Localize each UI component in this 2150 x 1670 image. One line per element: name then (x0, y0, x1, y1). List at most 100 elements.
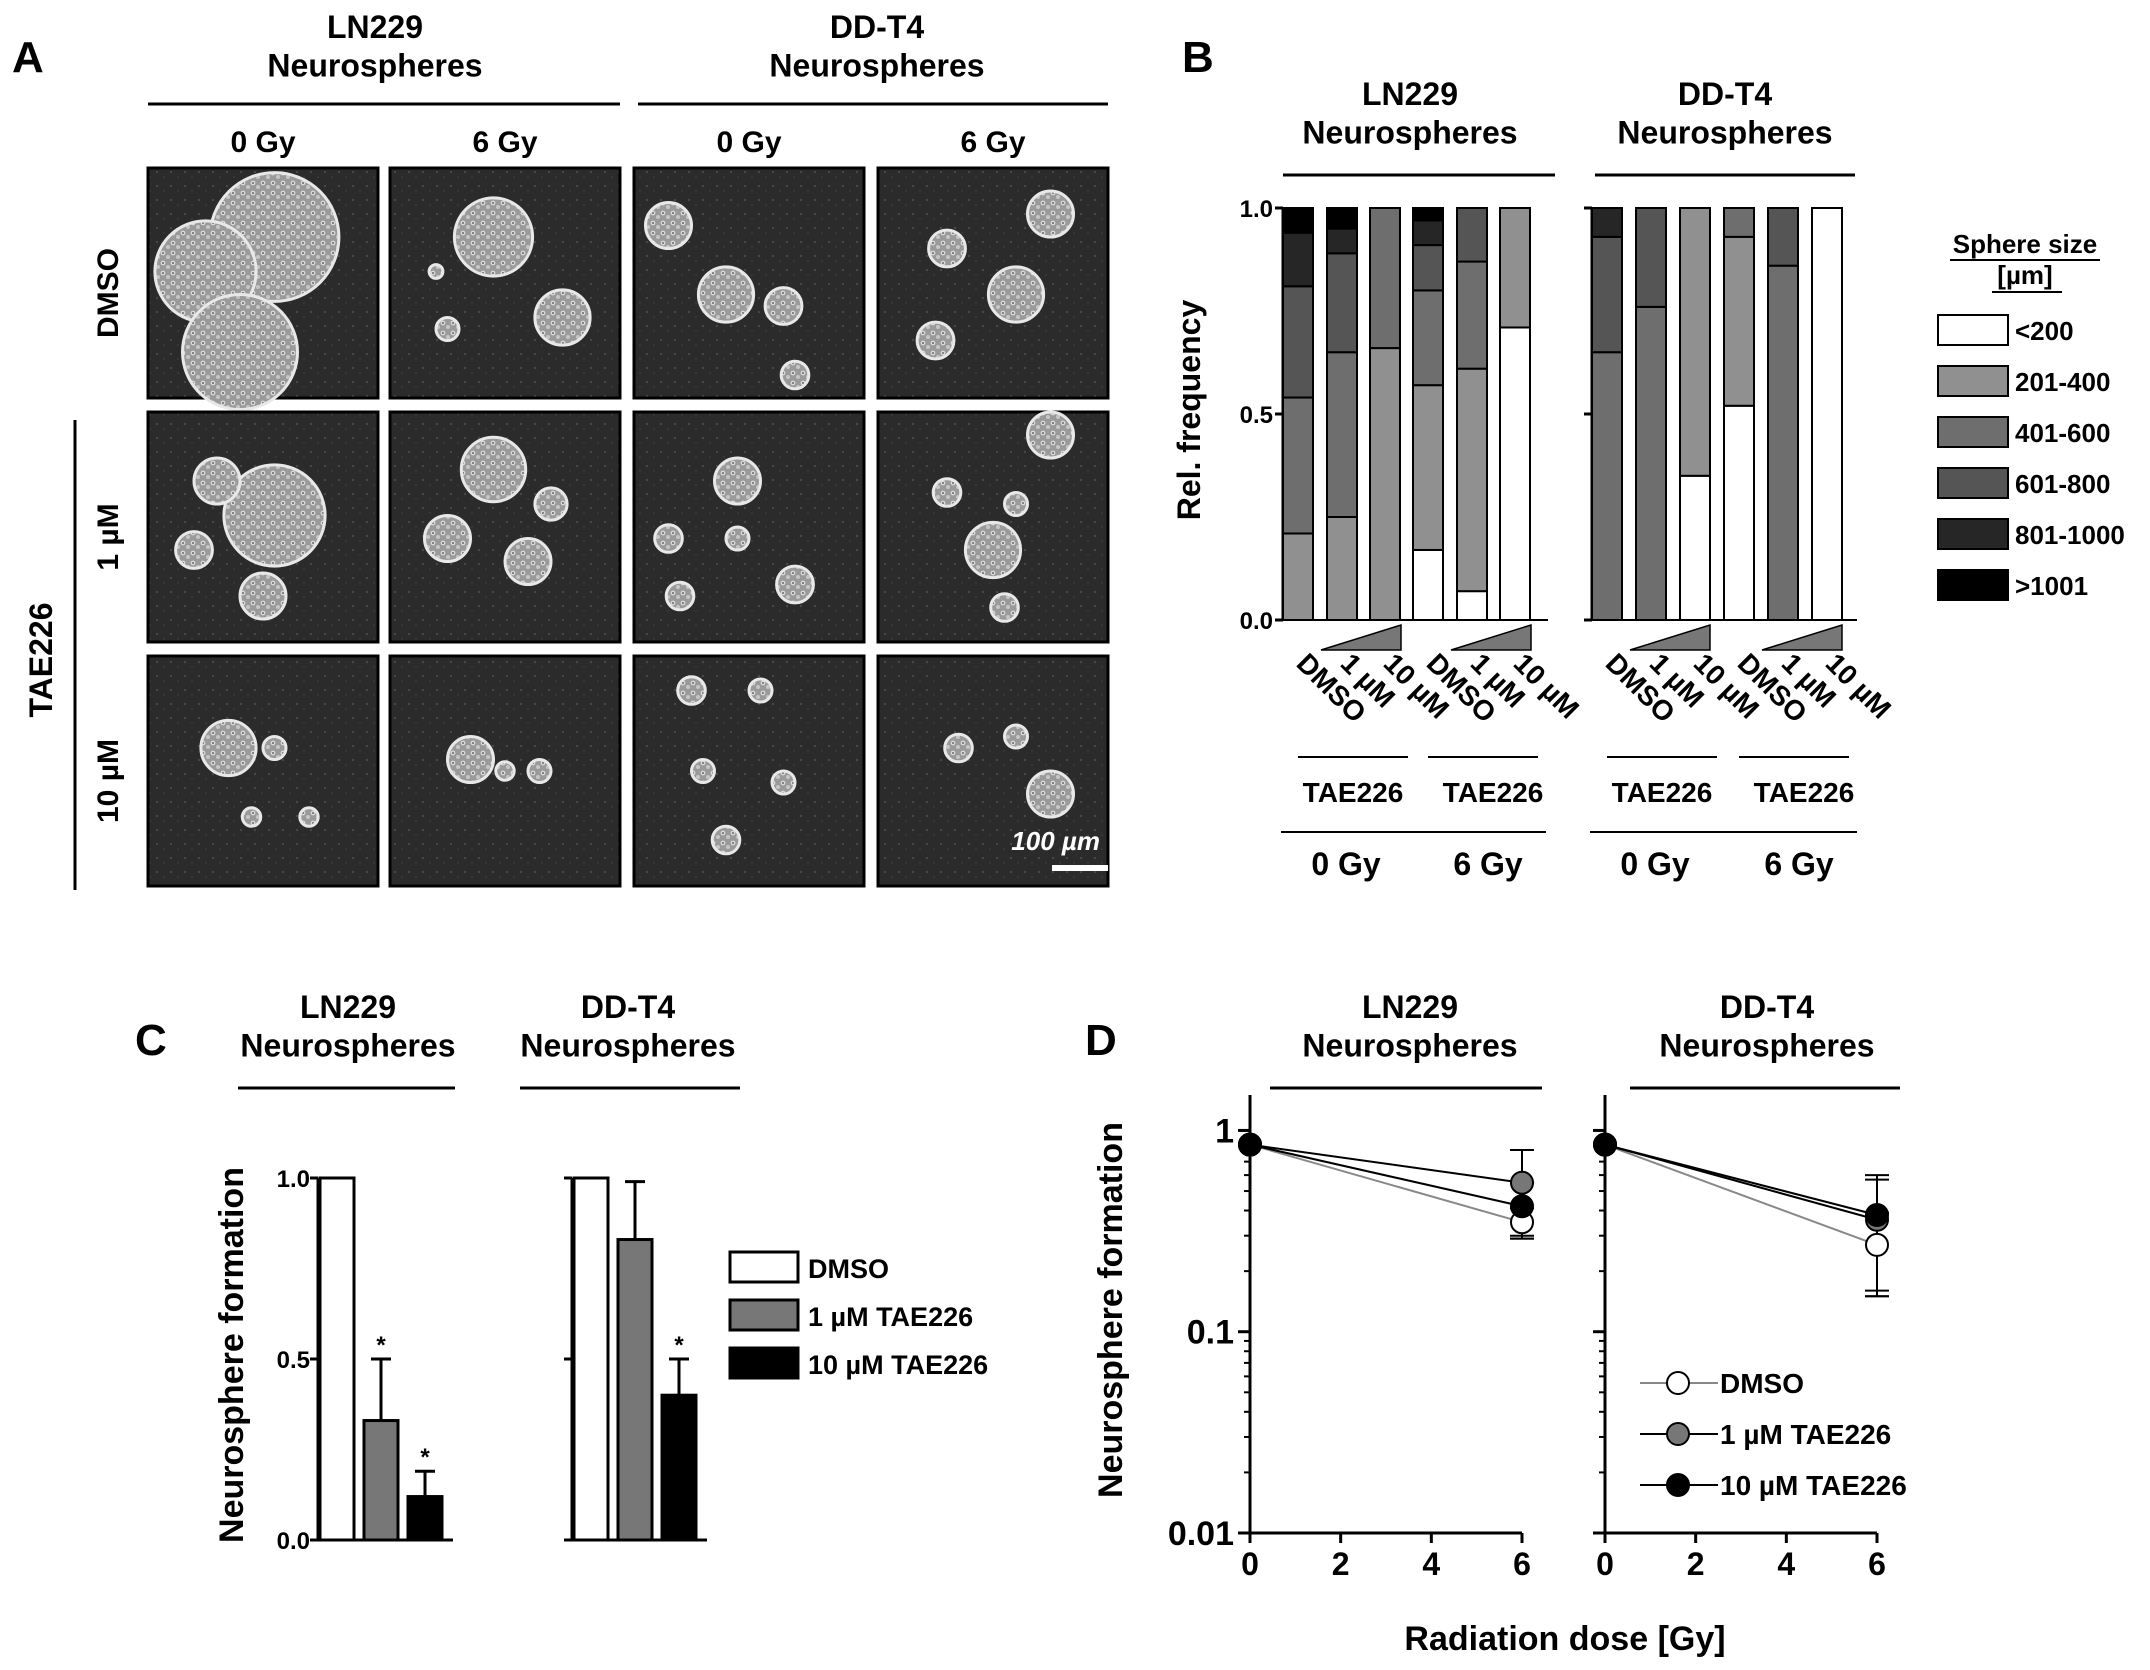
legend-swatch (728, 1298, 800, 1332)
bar (406, 1495, 444, 1542)
panel-letter-c: C (135, 1016, 167, 1065)
neurosphere-blob (423, 514, 472, 563)
data-point (1593, 1132, 1617, 1157)
chart-title: DD-T4 (1678, 76, 1772, 112)
panel-d-line-chart: LN229NeurospheresDD-T4NeurospheresNeuros… (1092, 989, 1907, 1658)
x-axis-label: Radiation dose [Gy] (1404, 1620, 1725, 1658)
stacked-bar-segment (1635, 207, 1667, 308)
data-point (1238, 1132, 1262, 1157)
chart-title: Neurospheres (1302, 114, 1517, 150)
y-tick-label: 0.1 (1187, 1314, 1234, 1352)
series-line (1249, 1143, 1523, 1184)
y-tick-label: 1.0 (1240, 196, 1273, 223)
series-line (1249, 1143, 1523, 1208)
stacked-bar-segment (1723, 235, 1755, 407)
legend-label: 401-600 (2015, 418, 2110, 448)
x-tick-label: 6 (1513, 1546, 1531, 1582)
panel-letter-a: A (12, 33, 44, 82)
legend-label: 10 µM TAE226 (1720, 1470, 1907, 1501)
stacked-bar-segment (1679, 474, 1711, 621)
stacked-bar-segment (1326, 207, 1358, 230)
legend-label: <200 (2015, 316, 2074, 346)
neurosphere-blob (503, 537, 553, 586)
neurosphere-blob (653, 523, 684, 554)
neurosphere-blob (931, 477, 963, 508)
stacked-bar-segment (1326, 227, 1358, 255)
stacked-bar-segment (1499, 326, 1531, 621)
stacked-bar-segment (1591, 235, 1623, 354)
legend-label: 201-400 (2015, 367, 2110, 397)
stacked-bar-segment (1723, 404, 1755, 622)
row-label: 10 µM (92, 739, 125, 823)
neurosphere-blob (238, 571, 288, 621)
dose-label: 6 Gy (1453, 846, 1523, 882)
y-axis-label: Rel. frequency (1171, 300, 1207, 521)
stacked-bar-segment (1282, 207, 1314, 234)
stacked-bar-segment (1412, 244, 1444, 292)
legend-swatch (1937, 518, 2009, 550)
bar (660, 1393, 698, 1542)
legend-marker (1666, 1473, 1690, 1497)
legend-swatch (1937, 314, 2009, 346)
legend-label: 801-1000 (2015, 520, 2125, 550)
neurosphere-blob (261, 735, 288, 761)
neurosphere-blob (446, 735, 495, 784)
x-tick-label: 0 (1241, 1546, 1259, 1582)
chart-title: DD-T4 (581, 989, 675, 1025)
drug-label: TAE226 (23, 602, 59, 717)
stacked-bar-segment (1767, 207, 1799, 267)
data-point (1865, 1203, 1889, 1228)
legend-label: 601-800 (2015, 469, 2110, 499)
stacked-bar-segment (1412, 219, 1444, 247)
x-tick-label: 2 (1687, 1546, 1705, 1582)
stacked-bar-segment (1456, 590, 1488, 621)
neurosphere-blob (452, 196, 535, 278)
significance-marker: * (376, 1332, 386, 1359)
neurosphere-blob (192, 456, 242, 506)
stacked-bar-segment (1412, 384, 1444, 551)
neurosphere-blob (915, 320, 956, 361)
data-point (1510, 1194, 1534, 1219)
micrograph (146, 654, 380, 888)
stacked-bar-segment (1369, 207, 1401, 350)
neurosphere-blob (927, 228, 967, 269)
x-tick-label: 0 (1596, 1546, 1614, 1582)
neurosphere-blob (943, 732, 974, 764)
bar (572, 1176, 610, 1542)
stacked-bar-segment (1282, 396, 1314, 535)
row-label: 1 µM (92, 503, 125, 570)
series-line (1249, 1143, 1523, 1224)
stacked-bar-segment (1412, 548, 1444, 622)
group-header-ddt4: Neurospheres (769, 47, 984, 83)
chart-title: Neurospheres (1302, 1027, 1517, 1063)
column-header: 0 Gy (230, 126, 295, 159)
drug-label: TAE226 (1754, 777, 1855, 808)
neurosphere-blob (690, 758, 716, 784)
stacked-bar-segment (1282, 285, 1314, 399)
data-point (1510, 1170, 1534, 1195)
data-point (1865, 1232, 1889, 1257)
y-tick-label: 0.5 (1240, 402, 1273, 429)
y-tick-label: 0.0 (1240, 608, 1273, 635)
stacked-bar-segment (1811, 207, 1843, 621)
dose-triangle (1320, 623, 1402, 651)
neurosphere-blob (963, 520, 1023, 580)
dose-label: 0 Gy (1620, 846, 1690, 882)
legend-marker (1666, 1371, 1690, 1395)
stacked-bar-segment (1412, 289, 1444, 387)
series-line (1604, 1143, 1878, 1246)
y-tick-label: 0.0 (277, 1528, 310, 1555)
drug-label: TAE226 (1612, 777, 1713, 808)
neurosphere-blob (696, 265, 756, 324)
neurosphere-blob (298, 806, 320, 828)
neurosphere-blob (664, 580, 696, 612)
legend-swatch (728, 1250, 800, 1284)
stacked-bar-segment (1723, 207, 1755, 238)
column-header: 0 Gy (716, 126, 781, 159)
legend-label: DMSO (1720, 1368, 1804, 1399)
series-line (1604, 1143, 1878, 1216)
neurosphere-blob (494, 760, 516, 782)
neurosphere-blob (1026, 769, 1075, 819)
legend-swatch (1937, 416, 2009, 448)
